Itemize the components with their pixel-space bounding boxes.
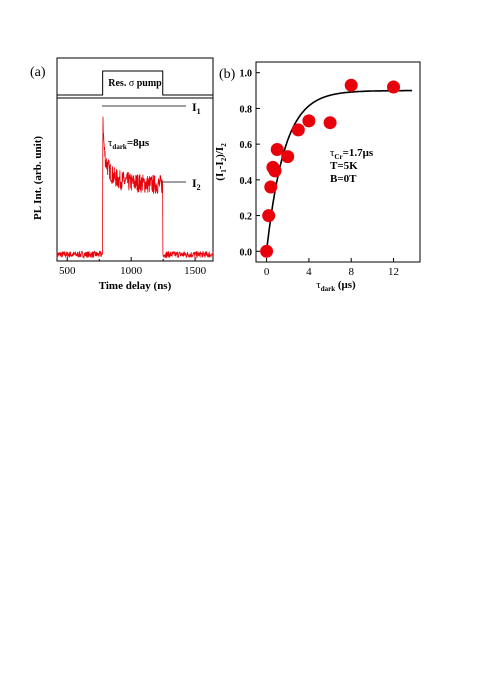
panel-b-x-tick-label: 4 [306,266,312,278]
tau-dark-annotation: τdark=8μs [108,137,150,151]
panel-a-x-tick-label: 500 [59,265,76,277]
data-point [344,78,358,92]
panel-a-label: (a) [30,65,46,80]
panel-b-label: (b) [219,67,236,82]
data-point [268,164,282,178]
panel-b-plot-frame [255,61,421,263]
pump-pulse-panel: Res. σ pump [56,57,214,99]
data-point [387,80,400,94]
pl-trace-plot: 500 1000 1500 I1 I2 τdark=8μs [56,97,214,277]
panel-a-x-tick-label: 1000 [120,265,143,277]
panel-b-x-tick-label: 0 [264,266,270,278]
panel-b-y-tick-label: 0.4 [240,176,253,187]
data-points [260,78,400,258]
panel-b-y-tick-label: 0.8 [240,104,253,115]
panel-b-y-tick-label: 0.2 [240,212,253,223]
panel-b-y-tick-label: 1.0 [240,69,253,80]
panel-a-x-label: Time delay (ns) [99,280,172,292]
data-point [264,180,278,194]
i1-marker-label: I1 [192,100,201,116]
data-point [291,123,305,137]
exponential-fit-curve [265,89,413,252]
field-annotation: B=0T [330,173,357,185]
panel-b-y-label: (I1-I2)/I2 [214,143,228,181]
panel-a-x-tick-label: 1500 [184,265,207,277]
panel-b-x-label: τdark (μs) [316,279,356,293]
data-point [302,114,316,128]
tau-cr-annotation: τCr=1.7μs [330,147,374,161]
panel-b-y-tick-label: 0.6 [240,140,253,151]
panel-b-x-ticks: 0 4 8 12 [264,258,399,278]
data-point [323,116,337,130]
panel-a-y-label: PL Int. (arb. unit) [32,136,44,220]
pl-trace-series [56,116,214,260]
panel-b-x-tick-label: 8 [348,266,354,278]
panel-b-x-tick-label: 12 [388,266,399,278]
panel-b-y-tick-label: 0.0 [240,247,253,258]
panel-a-plot-frame [56,97,214,262]
data-point [262,209,276,223]
data-point [281,150,295,164]
data-point [270,143,284,156]
pump-label: Res. σ pump [108,78,162,89]
data-point [260,244,274,258]
panel-b-y-ticks: 0.0 0.2 0.4 0.6 0.8 1.0 [240,69,260,258]
decay-plot: 0 4 8 12 0.00.20.40.60.81.0 τCr=1.7μs T=5K … [240,61,421,278]
panel-a-x-ticks: 500 1000 1500 [59,257,207,277]
pump-pulse-waveform [57,70,213,96]
temperature-annotation: T=5K [330,160,358,172]
i2-marker-label: I2 [192,176,201,192]
